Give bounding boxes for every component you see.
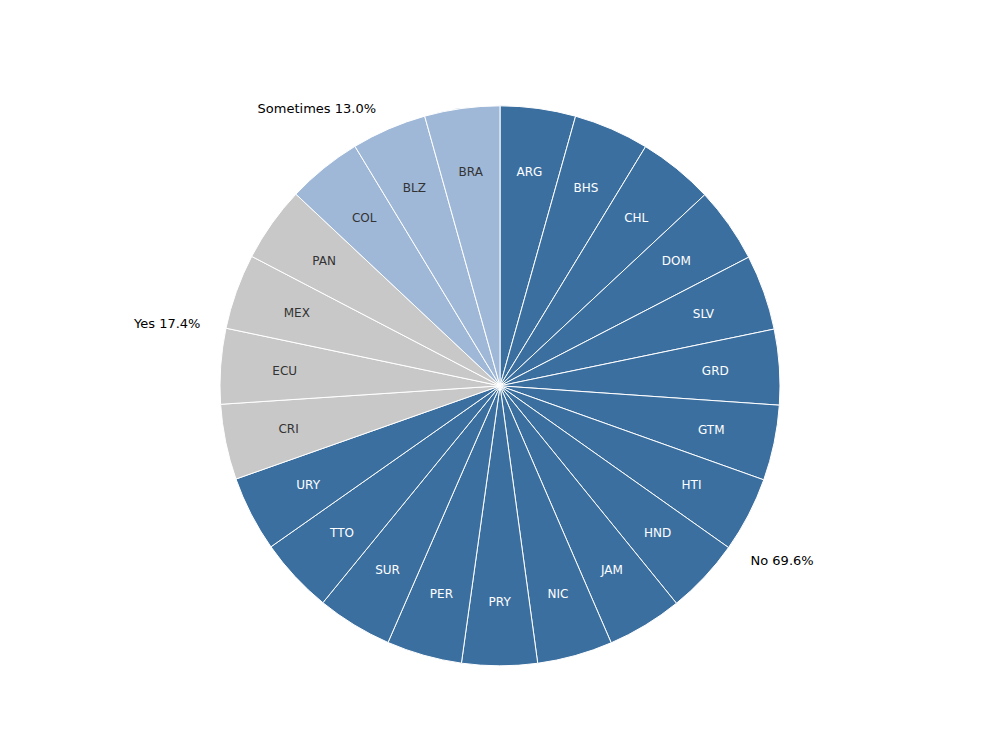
svg-text:BLZ: BLZ [403,181,426,195]
svg-text:BHS: BHS [574,181,599,195]
svg-text:PRY: PRY [489,595,512,609]
svg-text:TTO: TTO [329,526,354,540]
svg-text:PER: PER [430,587,453,601]
svg-text:DOM: DOM [662,254,691,268]
svg-text:ARG: ARG [516,165,542,179]
svg-text:MEX: MEX [284,306,310,320]
svg-text:GRD: GRD [702,364,729,378]
svg-text:BRA: BRA [459,165,484,179]
svg-text:HTI: HTI [682,478,702,492]
svg-text:HND: HND [644,526,671,540]
svg-text:SUR: SUR [375,563,400,577]
svg-text:CHL: CHL [624,211,648,225]
svg-text:Yes 17.4%: Yes 17.4% [133,316,200,331]
svg-text:NIC: NIC [547,587,568,601]
svg-text:No 69.6%: No 69.6% [751,553,814,568]
svg-text:GTM: GTM [698,423,725,437]
svg-text:CRI: CRI [278,422,298,436]
svg-text:COL: COL [352,211,377,225]
svg-text:Sometimes 13.0%: Sometimes 13.0% [258,101,376,116]
svg-text:ECU: ECU [272,364,297,378]
svg-text:JAM: JAM [600,563,623,577]
svg-text:SLV: SLV [693,307,715,321]
svg-text:PAN: PAN [312,254,336,268]
svg-text:URY: URY [296,478,320,492]
